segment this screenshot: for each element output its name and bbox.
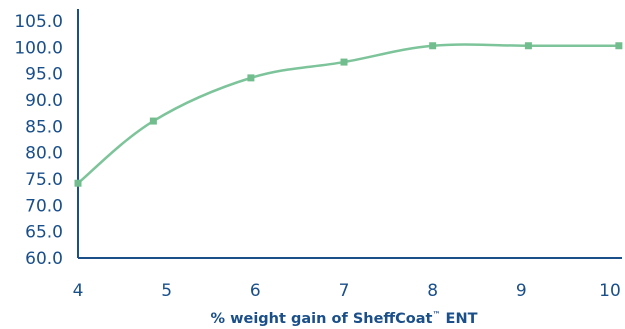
x-tick-label: 8 bbox=[427, 281, 438, 301]
y-tick-label: 60.0 bbox=[25, 249, 63, 269]
x-axis-title-trademark: ™ bbox=[432, 310, 440, 319]
data-point-marker bbox=[74, 179, 82, 187]
x-tick-label: 4 bbox=[73, 281, 84, 301]
y-tick-label: 85.0 bbox=[25, 117, 63, 137]
y-tick-label: 105.0 bbox=[14, 12, 63, 32]
y-tick-label: 65.0 bbox=[25, 223, 63, 243]
y-tick-label: 80.0 bbox=[25, 144, 63, 164]
x-axis-title-main: % weight gain of SheffCoat bbox=[211, 311, 433, 327]
y-tick-label: 75.0 bbox=[25, 170, 63, 190]
data-point-marker bbox=[247, 74, 255, 82]
series-line bbox=[77, 43, 619, 185]
y-tick-label: 100.0 bbox=[14, 38, 63, 58]
x-tick-label: 6 bbox=[250, 281, 261, 301]
data-point-marker bbox=[429, 42, 437, 50]
x-tick-label: 9 bbox=[516, 281, 527, 301]
data-markers bbox=[74, 42, 623, 187]
y-tick-label: 70.0 bbox=[25, 196, 63, 216]
data-point-marker bbox=[149, 117, 157, 125]
y-tick-label: 90.0 bbox=[25, 91, 63, 111]
x-axis-ticks: 4 5 6 7 8 9 10 bbox=[73, 281, 621, 301]
x-tick-label: 10 bbox=[599, 281, 621, 301]
x-axis-title: % weight gain of SheffCoat™ ENT bbox=[211, 310, 478, 327]
data-point-marker bbox=[524, 42, 532, 50]
y-axis-ticks: 60.0 65.0 70.0 75.0 80.0 85.0 90.0 95.0 100.0 105… bbox=[14, 12, 63, 269]
x-axis-title-suffix: ENT bbox=[440, 311, 477, 327]
x-tick-label: 5 bbox=[161, 281, 172, 301]
y-tick-label: 95.0 bbox=[25, 65, 63, 85]
x-tick-label: 7 bbox=[339, 281, 350, 301]
data-point-marker bbox=[340, 58, 348, 66]
data-point-marker bbox=[615, 42, 623, 50]
